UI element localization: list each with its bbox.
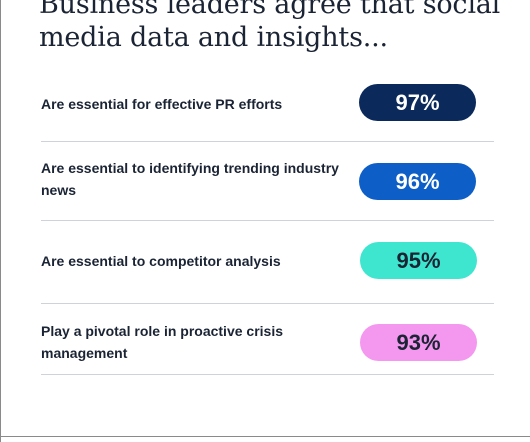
stat-row-2: Are essential to identifying trending in… bbox=[41, 141, 494, 221]
stat-value-pill-2: 96% bbox=[359, 163, 476, 200]
stat-row-1: Are essential for effective PR efforts 9… bbox=[41, 84, 494, 142]
stat-label-4: Play a pivotal role in proactive crisis … bbox=[41, 323, 283, 361]
stat-row-4: Play a pivotal role in proactive crisis … bbox=[41, 303, 494, 375]
stat-value-pill-3: 95% bbox=[360, 242, 477, 279]
stat-label-3: Are essential to competitor analysis bbox=[41, 253, 281, 269]
card-bottom-border bbox=[0, 436, 530, 437]
stat-value-1: 97% bbox=[395, 90, 440, 115]
stat-label-1: Are essential for effective PR efforts bbox=[41, 96, 283, 112]
stat-label-2: Are essential to identifying trending in… bbox=[41, 160, 339, 198]
chart-title: Business leaders agree that social media… bbox=[39, 0, 501, 53]
card-left-border bbox=[0, 0, 1, 442]
stat-value-4: 93% bbox=[396, 330, 441, 355]
stat-value-pill-1: 97% bbox=[359, 84, 476, 121]
stat-row-3: Are essential to competitor analysis 95% bbox=[41, 220, 494, 304]
stat-value-2: 96% bbox=[395, 169, 440, 194]
stat-value-3: 95% bbox=[396, 248, 441, 273]
stat-value-pill-4: 93% bbox=[360, 324, 477, 361]
